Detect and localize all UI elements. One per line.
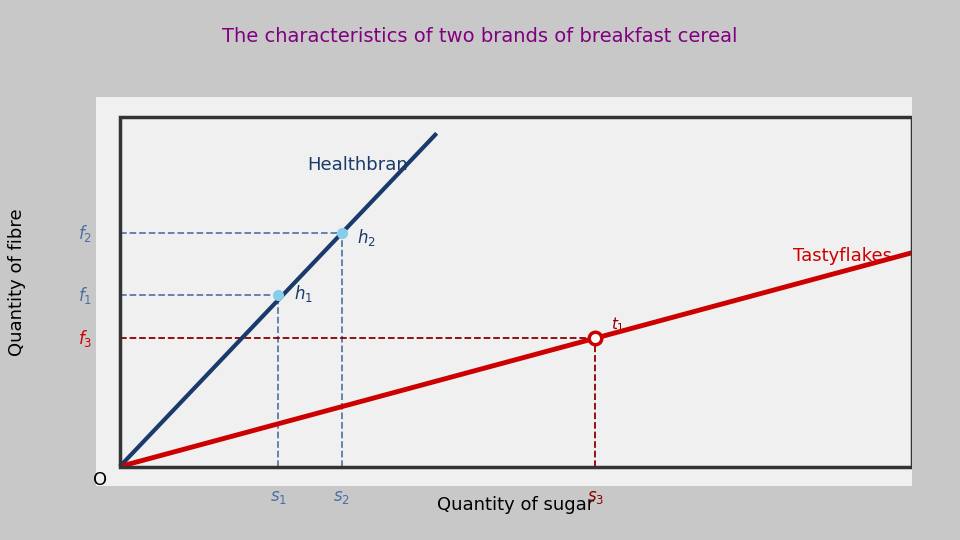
- Text: $f_3$: $f_3$: [78, 328, 92, 349]
- Text: $t_1$: $t_1$: [611, 316, 625, 334]
- Text: Quantity of fibre: Quantity of fibre: [8, 208, 26, 356]
- Text: Healthbran: Healthbran: [307, 156, 408, 174]
- Text: The characteristics of two brands of breakfast cereal: The characteristics of two brands of bre…: [223, 27, 737, 46]
- Text: $h_2$: $h_2$: [357, 227, 376, 248]
- Text: $s_1$: $s_1$: [270, 488, 287, 506]
- Text: $f_1$: $f_1$: [78, 285, 92, 306]
- Text: O: O: [93, 471, 107, 489]
- Text: $h_1$: $h_1$: [294, 283, 313, 304]
- Text: $s_3$: $s_3$: [587, 488, 604, 506]
- Text: Tastyflakes: Tastyflakes: [793, 247, 892, 265]
- Text: Quantity of sugar: Quantity of sugar: [437, 496, 594, 515]
- Text: $s_2$: $s_2$: [333, 488, 350, 506]
- Text: $f_2$: $f_2$: [78, 223, 92, 244]
